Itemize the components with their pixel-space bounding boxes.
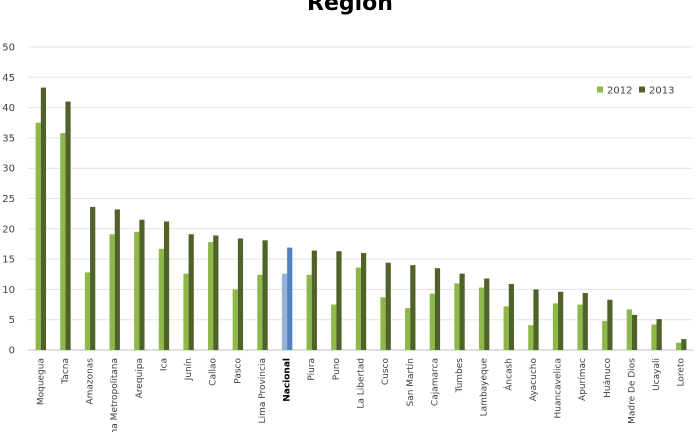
x-tick-label: Ica (159, 358, 169, 371)
x-tick-label: San Martín (406, 358, 416, 407)
bar-2012 (232, 289, 238, 350)
y-tick-label: 25 (2, 194, 15, 205)
bar-2013 (311, 250, 317, 350)
x-tick-label: Cajamarca (430, 358, 440, 406)
bar-2012 (158, 248, 164, 350)
bar-2012 (405, 308, 411, 350)
x-tick-label: Ayacucho (529, 358, 539, 402)
x-tick-label: Tumbes (455, 358, 465, 394)
legend-label: 2012 (607, 86, 632, 97)
bar-2013 (533, 289, 539, 350)
bar-2013 (237, 238, 244, 350)
bar-2013 (607, 299, 613, 350)
y-tick-label: 35 (2, 133, 15, 144)
x-tick-label: Moquegua (36, 358, 46, 405)
bar-2012 (109, 234, 115, 350)
bar-2013 (90, 206, 96, 350)
y-tick-label: 20 (2, 224, 15, 235)
chart-title: Región (307, 0, 393, 16)
bar-2013 (114, 209, 120, 350)
bar-2013 (40, 87, 47, 351)
x-tick-label: Lima Metropolitana (110, 358, 120, 432)
x-tick-label: Piura (307, 358, 317, 381)
bar-2012 (675, 342, 682, 350)
bar-2012 (478, 287, 485, 350)
bar-2013 (163, 221, 170, 350)
bar-2013 (361, 253, 367, 350)
bar-2013 (582, 293, 588, 350)
bar-2013 (631, 314, 638, 350)
bar-2012 (577, 304, 583, 350)
bar-2013 (262, 240, 268, 350)
bar-2012 (84, 272, 91, 350)
bar-2013 (656, 319, 662, 350)
bar-2012 (626, 309, 632, 350)
y-tick-label: 30 (2, 164, 15, 175)
x-tick-label: Nacional (283, 358, 293, 402)
y-tick-label: 40 (2, 103, 15, 114)
bar-2012 (528, 325, 534, 350)
bar-2012 (281, 273, 288, 350)
bar-2012 (355, 267, 361, 350)
bar-2012 (183, 273, 189, 350)
bar-2012 (306, 274, 312, 350)
x-tick-label: Huánuco (603, 358, 613, 398)
legend-swatch-2012 (597, 86, 603, 93)
y-tick-label: 45 (2, 73, 15, 84)
y-tick-label: 50 (2, 43, 15, 54)
bar-2013 (508, 283, 514, 350)
bar-2013 (410, 265, 416, 350)
bar-2012 (208, 242, 214, 350)
bar-2012 (60, 133, 66, 350)
bar-2013 (385, 262, 391, 350)
y-tick-label: 0 (9, 346, 15, 357)
x-tick-label: Callao (209, 358, 219, 386)
x-tick-label: Tacna (61, 358, 71, 385)
x-tick-label: Arequipa (135, 358, 145, 398)
y-tick-label: 10 (2, 285, 15, 296)
bar-2012 (429, 293, 435, 350)
x-tick-label: Amazonas (86, 358, 96, 405)
x-tick-label: Áncash (502, 358, 514, 391)
bar-2012 (331, 304, 337, 350)
bar-2012 (134, 231, 140, 350)
x-tick-label: Puno (332, 358, 342, 381)
bar-2013 (139, 219, 145, 350)
bar-2012 (503, 306, 509, 350)
x-tick-label: Junín (184, 358, 194, 381)
bar-2013 (336, 251, 342, 350)
bar-2013 (65, 101, 71, 350)
x-tick-label: Huancavelica (554, 358, 564, 418)
bar-2012 (380, 297, 386, 350)
bar-2012 (454, 283, 460, 350)
legend-swatch-2013 (639, 86, 645, 93)
bar-2012 (651, 324, 657, 350)
legend-label: 2013 (649, 86, 674, 97)
x-tick-label: Cusco (381, 358, 391, 386)
bar-2013 (213, 235, 219, 350)
bar-2012 (552, 303, 559, 350)
x-tick-label: La Libertad (357, 358, 367, 409)
x-tick-label: Ucayali (652, 358, 662, 391)
y-tick-label: 15 (2, 255, 15, 266)
x-tick-label: Lima Provincia (258, 358, 268, 423)
x-tick-label: Pasco (233, 358, 243, 384)
x-tick-label: Lambayeque (480, 358, 490, 417)
x-tick-label: Apurímac (578, 358, 588, 401)
bar-2013 (459, 273, 465, 350)
bar-2013 (681, 339, 687, 350)
x-tick-label: Madre De Dios (627, 358, 637, 424)
bar-2013 (188, 234, 194, 350)
y-tick-label: 5 (9, 315, 15, 326)
bar-2012 (602, 320, 608, 350)
bar-2013 (484, 278, 490, 350)
bar-2012 (35, 122, 41, 350)
bar-2013 (287, 247, 293, 350)
bar-2012 (257, 274, 263, 350)
x-tick-label: Loreto (677, 358, 687, 387)
bar-2013 (434, 268, 441, 350)
bar-2013 (558, 291, 564, 350)
